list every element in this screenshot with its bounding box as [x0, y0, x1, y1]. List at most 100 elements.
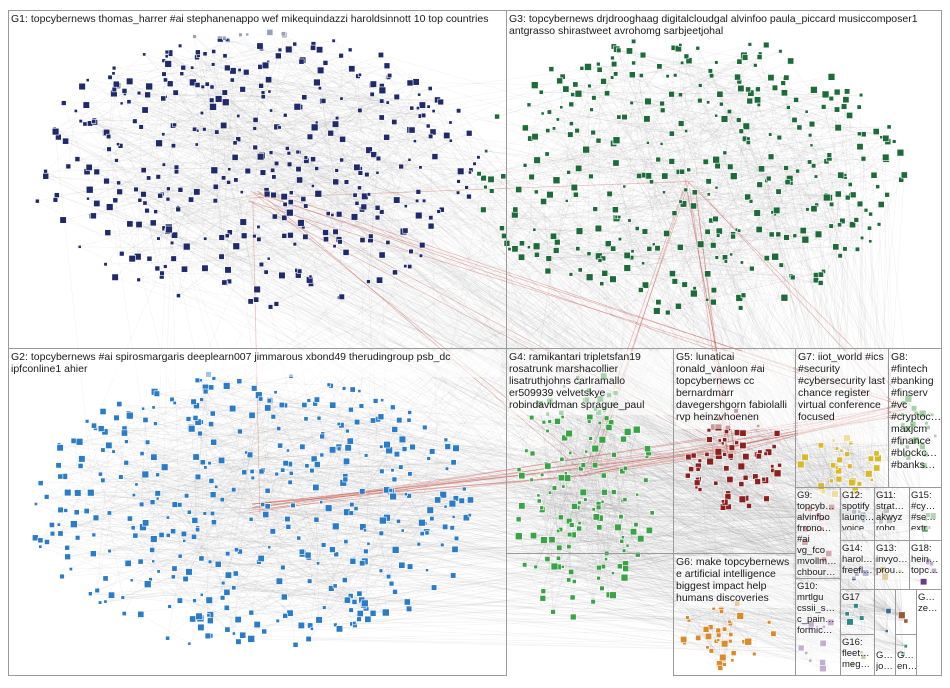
edge — [202, 462, 399, 522]
edge — [178, 140, 451, 296]
edge — [233, 526, 446, 588]
edge — [585, 400, 603, 589]
edge — [90, 123, 425, 202]
edge — [656, 234, 779, 312]
edge — [81, 458, 366, 552]
edge — [603, 468, 626, 567]
edge — [318, 418, 365, 562]
edge — [705, 161, 717, 258]
edge — [56, 154, 374, 196]
edge — [311, 420, 400, 629]
edge — [570, 56, 687, 275]
edge — [60, 431, 241, 511]
edge — [579, 194, 826, 232]
edge — [694, 192, 858, 250]
edge — [549, 123, 682, 195]
edge — [166, 56, 406, 207]
edge — [717, 89, 759, 236]
edge — [601, 115, 717, 284]
edge — [308, 522, 423, 640]
edge — [535, 438, 592, 567]
edge — [73, 394, 259, 525]
edge — [223, 125, 342, 161]
edge — [254, 388, 396, 592]
edge — [590, 61, 740, 177]
edge — [592, 439, 624, 602]
edge — [109, 449, 333, 514]
edge — [683, 92, 785, 205]
edge — [319, 609, 352, 621]
edge — [532, 427, 610, 454]
edge — [229, 110, 272, 282]
edge — [631, 93, 752, 258]
edge — [483, 91, 838, 179]
edge — [863, 134, 888, 195]
edge — [713, 104, 760, 303]
edge — [684, 249, 858, 285]
edge — [619, 238, 752, 269]
edge — [222, 398, 261, 598]
edge — [45, 171, 251, 302]
edge — [196, 144, 256, 148]
edge — [518, 469, 575, 582]
edge — [59, 444, 386, 613]
edge — [108, 445, 278, 621]
edge — [289, 164, 367, 175]
edge — [628, 430, 641, 539]
edge — [221, 128, 255, 238]
edge — [137, 126, 142, 257]
edge — [545, 463, 597, 518]
edge — [153, 538, 303, 554]
edge — [129, 223, 300, 272]
edge — [93, 553, 283, 568]
edge — [93, 423, 339, 536]
edge — [380, 54, 417, 83]
edge — [52, 460, 222, 534]
edge — [341, 425, 344, 483]
edge — [641, 75, 769, 179]
edge — [276, 473, 299, 539]
edge — [548, 258, 821, 284]
edge — [178, 186, 216, 296]
edge — [139, 92, 305, 98]
edge — [603, 60, 791, 259]
node-g4 — [540, 588, 547, 594]
edge — [291, 473, 347, 542]
edge — [155, 157, 479, 212]
edge — [201, 462, 203, 559]
edge — [141, 504, 467, 518]
edge — [188, 571, 278, 622]
edge — [786, 77, 797, 100]
edge — [518, 189, 702, 246]
edge — [627, 158, 830, 269]
edge — [201, 558, 435, 588]
edge — [285, 601, 355, 617]
edge — [212, 106, 412, 252]
edge — [731, 134, 864, 255]
edge — [647, 103, 663, 143]
edge — [94, 119, 369, 195]
edge — [328, 384, 438, 501]
edge — [707, 183, 792, 274]
edge — [188, 418, 329, 509]
edge — [40, 546, 239, 620]
edge — [108, 136, 122, 254]
edge — [608, 167, 787, 244]
edge — [526, 431, 628, 451]
edge — [662, 110, 708, 232]
edge — [850, 141, 888, 196]
edge — [673, 47, 746, 58]
edge — [539, 403, 559, 559]
edge — [73, 440, 95, 535]
edge — [220, 39, 230, 282]
edge — [351, 68, 378, 218]
edge — [661, 134, 864, 145]
edge — [648, 174, 846, 177]
edge — [627, 239, 806, 269]
edge — [188, 376, 292, 572]
edge — [216, 404, 305, 488]
edge — [213, 442, 247, 453]
edge — [373, 65, 388, 155]
edge — [229, 192, 459, 233]
